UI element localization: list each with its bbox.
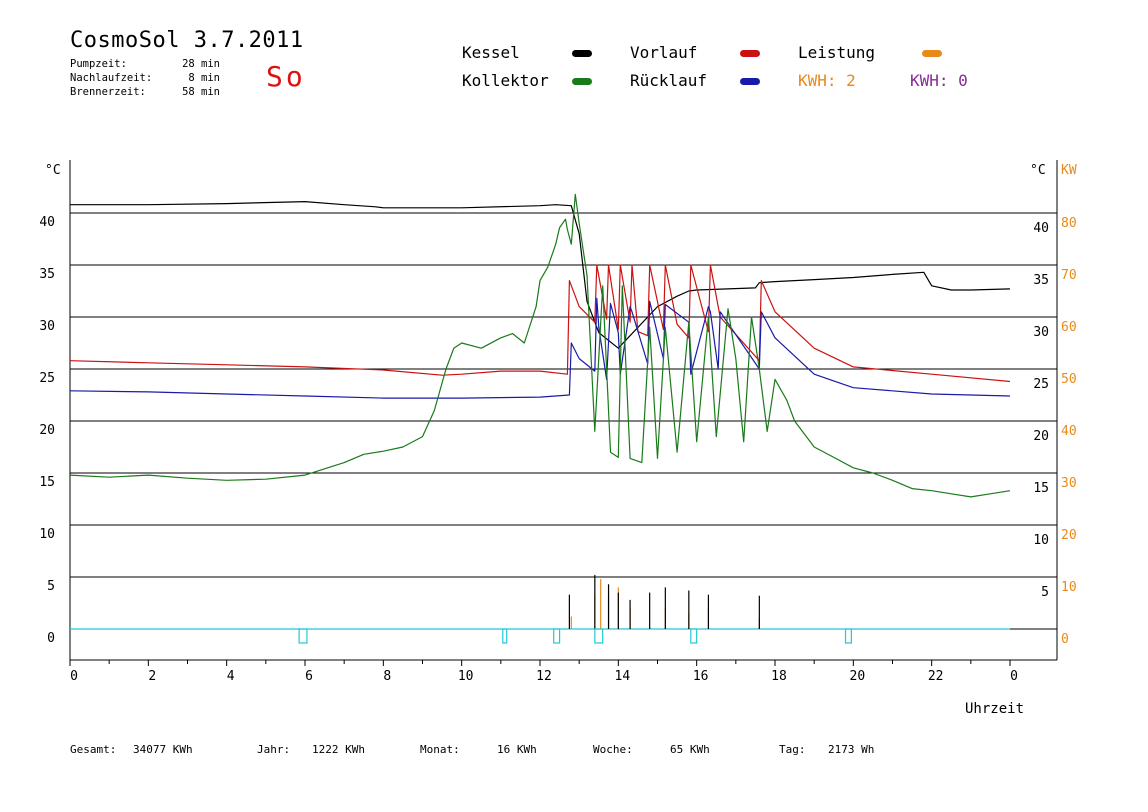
x-tick-label: 16 xyxy=(693,669,709,684)
legend-kessel: Kessel xyxy=(462,43,520,62)
legend-kollektor: Kollektor xyxy=(462,71,549,90)
footer-woche-value: 65 KWh xyxy=(670,743,710,756)
footer-monat-label: Monat: xyxy=(420,743,460,756)
legend-leistung: Leistung xyxy=(798,43,876,62)
footer-jahr-value: 1222 KWh xyxy=(312,743,365,756)
y-tick-label-right: 10 xyxy=(1033,533,1049,548)
axes xyxy=(69,160,1058,666)
series xyxy=(69,193,1011,644)
x-tick-label: 22 xyxy=(928,669,944,684)
tick-labels: 0510152025303540510152025303540010203040… xyxy=(39,163,1076,684)
series-line-kollektor xyxy=(69,193,1011,498)
y-tick-label-left: 25 xyxy=(39,371,55,386)
x-tick-label: 18 xyxy=(771,669,787,684)
x-tick-label: 10 xyxy=(458,669,474,684)
pump-pulse xyxy=(298,628,308,644)
y-tick-label-left: 0 xyxy=(47,631,55,646)
footer-jahr-label: Jahr: xyxy=(257,743,291,756)
y-tick-label-left: 20 xyxy=(39,423,55,438)
x-tick-label: 8 xyxy=(383,669,391,684)
grid xyxy=(70,212,1057,578)
page-title: CosmoSol 3.7.2011 xyxy=(70,28,304,53)
legend-ruecklauf: Rücklauf xyxy=(630,71,708,90)
y-tick-label-power: 50 xyxy=(1061,372,1077,387)
footer-monat-value: 16 KWh xyxy=(497,743,537,756)
legend-kollektor-swatch xyxy=(572,78,592,85)
y-tick-label-left: 40 xyxy=(39,215,55,230)
y-tick-label-left: 35 xyxy=(39,267,55,282)
y-tick-label-left: 30 xyxy=(39,319,55,334)
y-tick-label-right: 15 xyxy=(1033,481,1049,496)
pump-pulse xyxy=(594,628,604,644)
legend-kwh-a: KWH: 2 xyxy=(798,71,856,90)
y-tick-label-power: 10 xyxy=(1061,580,1077,595)
pump-pulse xyxy=(553,628,561,644)
footer-tag-value: 2173 Wh xyxy=(828,743,875,756)
info-label: Brennerzeit: xyxy=(70,86,146,98)
x-tick-label: 4 xyxy=(227,669,235,684)
y-tick-label-power: 30 xyxy=(1061,476,1077,491)
info-value: 58 min xyxy=(182,86,220,98)
footer-gesamt-label: Gesamt: xyxy=(70,743,117,756)
y-tick-label-right: 20 xyxy=(1033,429,1049,444)
info-label: Pumpzeit: xyxy=(70,58,127,70)
pump-pulse xyxy=(502,628,508,644)
footer-woche-label: Woche: xyxy=(593,743,633,756)
footer-gesamt-value: 34077 KWh xyxy=(133,743,193,756)
x-tick-label: 0 xyxy=(70,669,78,684)
pump-pulse xyxy=(844,628,852,644)
x-tick-label: 14 xyxy=(615,669,631,684)
y-tick-label-power: 80 xyxy=(1061,216,1077,231)
y-tick-label-right: 30 xyxy=(1033,325,1049,340)
series-line-kessel xyxy=(70,201,1011,349)
info-value: 28 min xyxy=(182,58,220,70)
legend-kessel-swatch xyxy=(572,50,592,57)
x-tick-label: 2 xyxy=(148,669,156,684)
legend-kwh-b: KWH: 0 xyxy=(910,71,968,90)
y-tick-label-power: 60 xyxy=(1061,320,1077,335)
y-tick-label-power: 70 xyxy=(1061,268,1077,283)
info-label: Nachlaufzeit: xyxy=(70,72,153,84)
x-tick-label: 12 xyxy=(536,669,552,684)
y-axis-title-left: °C xyxy=(45,163,61,178)
x-tick-label: 6 xyxy=(305,669,313,684)
y-tick-label-right: 40 xyxy=(1033,221,1049,236)
y-tick-label-power: 20 xyxy=(1061,528,1077,543)
legend-vorlauf: Vorlauf xyxy=(630,43,698,62)
x-tick-label: 0 xyxy=(1010,669,1018,684)
y-tick-label-power: 0 xyxy=(1061,632,1069,647)
y-tick-label-right: 5 xyxy=(1041,585,1049,600)
y-tick-label-left: 10 xyxy=(39,527,55,542)
y-tick-label-left: 15 xyxy=(39,475,55,490)
x-tick-label: 20 xyxy=(850,669,866,684)
footer-tag-label: Tag: xyxy=(779,743,806,756)
y-axis-title-right: °C xyxy=(1030,163,1046,178)
y-tick-label-left: 5 xyxy=(47,579,55,594)
y-axis-title-power: KW xyxy=(1061,163,1077,178)
pump-pulse xyxy=(690,628,698,644)
y-tick-label-power: 40 xyxy=(1061,424,1077,439)
info-value: 8 min xyxy=(188,72,220,84)
weekday-label: So xyxy=(266,60,306,93)
series-line-ruecklauf xyxy=(69,297,1011,399)
legend-vorlauf-swatch xyxy=(740,50,760,57)
y-tick-label-right: 25 xyxy=(1033,377,1049,392)
y-tick-label-right: 35 xyxy=(1033,273,1049,288)
series-line-vorlauf xyxy=(69,264,1011,383)
x-axis-label: Uhrzeit xyxy=(965,701,1025,717)
legend-ruecklauf-swatch xyxy=(740,78,760,85)
legend-leistung-swatch xyxy=(922,50,942,57)
